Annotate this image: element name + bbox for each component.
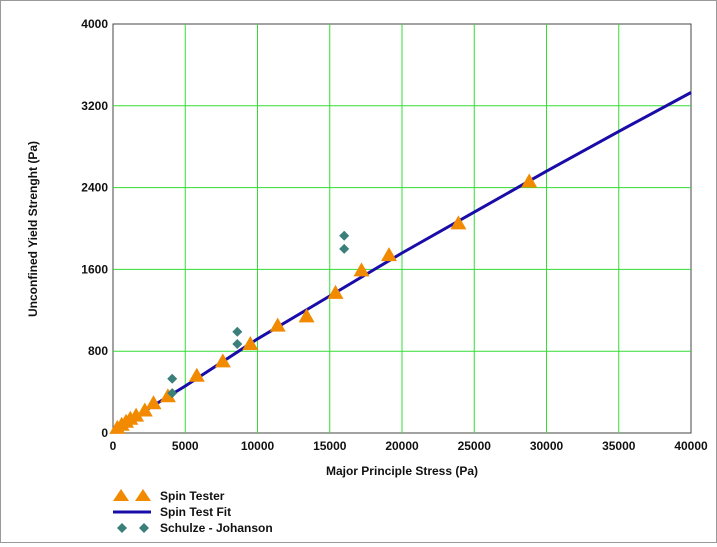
y-tick-label: 3200 <box>81 99 108 113</box>
schulze-johanson-point <box>167 388 178 399</box>
spin-tester-point <box>242 336 259 350</box>
schulze-johanson-point <box>339 230 350 241</box>
spin-tester-point <box>145 395 162 410</box>
spin-tester-point <box>353 262 370 277</box>
spin-tester-point <box>128 407 145 422</box>
legend: Spin Tester Spin Test Fit Schulze - Joha… <box>113 489 273 535</box>
schulze-johanson-point <box>167 373 178 384</box>
y-tick-label: 4000 <box>81 17 108 31</box>
x-tick-label: 25000 <box>458 439 492 453</box>
spin-tester-point <box>298 308 315 323</box>
legend-schulze-johanson-marker <box>117 523 127 533</box>
series-layer <box>109 91 692 434</box>
spin-tester-point <box>136 402 153 417</box>
spin-tester-point <box>521 173 538 188</box>
spin-tester-point <box>381 247 397 262</box>
x-tick-labels: 0 5000 10000 15000 20000 25000 30000 35000 40000 <box>110 439 708 453</box>
y-tick-label: 1600 <box>81 262 108 276</box>
x-tick-label: 0 <box>110 439 117 453</box>
y-tick-label: 2400 <box>81 181 108 195</box>
x-tick-label: 35000 <box>602 439 636 453</box>
x-tick-label: 15000 <box>313 439 347 453</box>
spin-tester-point <box>269 317 286 332</box>
legend-spin-tester-marker <box>113 489 129 501</box>
y-tick-label: 0 <box>101 426 108 440</box>
x-tick-label: 5000 <box>172 439 199 453</box>
spin-tester-point <box>214 353 231 368</box>
schulze-johanson-point <box>232 326 243 337</box>
spin-tester-point <box>450 215 467 230</box>
legend-spin-test-fit-label: Spin Test Fit <box>160 505 231 519</box>
x-tick-label: 40000 <box>674 439 708 453</box>
grid-lines <box>113 24 691 433</box>
x-tick-label: 30000 <box>530 439 564 453</box>
spin-tester-point <box>327 284 344 299</box>
y-tick-labels: 0 800 1600 2400 3200 4000 <box>81 17 108 440</box>
legend-schulze-johanson-label: Schulze - Johanson <box>160 521 273 535</box>
spin-tester-point <box>188 367 205 382</box>
x-tick-label: 20000 <box>385 439 419 453</box>
legend-spin-tester-label: Spin Tester <box>160 489 225 503</box>
schulze-johanson-point <box>339 243 350 254</box>
legend-schulze-johanson-marker <box>139 523 149 533</box>
x-axis-title: Major Principle Stress (Pa) <box>326 464 478 478</box>
legend-spin-tester-marker <box>135 489 151 501</box>
x-tick-label: 10000 <box>241 439 275 453</box>
spin-tester-point <box>159 388 176 403</box>
y-tick-label: 800 <box>88 344 108 358</box>
y-axis-title: Unconfined Yield Strenght (Pa) <box>26 141 40 317</box>
schulze-johanson-point <box>232 339 243 349</box>
